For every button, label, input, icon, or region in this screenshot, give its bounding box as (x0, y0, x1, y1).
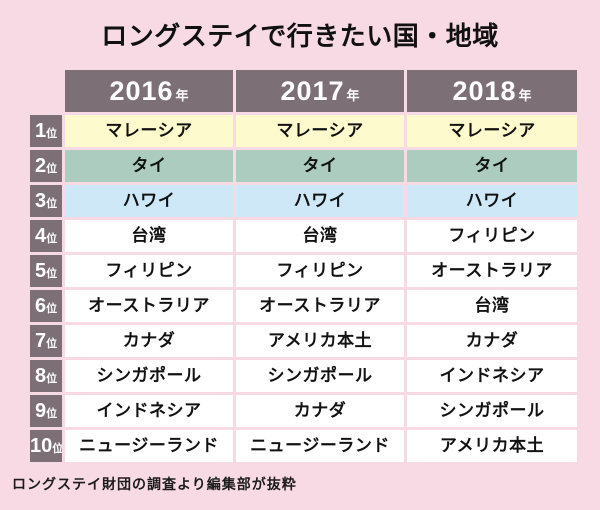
country-cell: カナダ (236, 395, 404, 427)
rank-suffix: 位 (52, 443, 62, 455)
rank-number: 8 (34, 365, 47, 387)
year-suffix: 年 (175, 88, 189, 103)
country-cell: シンガポール (407, 395, 577, 427)
year-header-2018: 2018 年 (407, 70, 577, 112)
rank-cell-2: 2位 (30, 150, 62, 182)
country-cell: タイ (407, 150, 577, 182)
rank-suffix: 位 (46, 373, 58, 385)
country-cell: ハワイ (407, 185, 577, 217)
rank-cell-10: 10位 (30, 430, 62, 462)
country-cell: タイ (65, 150, 233, 182)
country-cell: マレーシア (65, 115, 233, 147)
year-suffix: 年 (518, 88, 532, 103)
country-cell: オーストラリア (236, 290, 404, 322)
year-label: 2016 (109, 76, 174, 106)
year-suffix: 年 (346, 88, 360, 103)
rank-cell-4: 4位 (30, 220, 62, 252)
rank-number: 5 (34, 260, 47, 282)
country-cell: マレーシア (407, 115, 577, 147)
rank-suffix: 位 (46, 128, 58, 140)
rank-number: 9 (34, 400, 47, 422)
country-cell: ニュージーランド (236, 430, 404, 462)
year-label: 2018 (452, 76, 517, 106)
rank-number: 10 (30, 435, 53, 457)
year-header-2017: 2017 年 (236, 70, 404, 112)
rank-number: 3 (34, 190, 47, 212)
rank-cell-3: 3位 (30, 185, 62, 217)
country-cell: ニュージーランド (65, 430, 233, 462)
country-cell: アメリカ本土 (407, 430, 577, 462)
country-cell: カナダ (407, 325, 577, 357)
country-cell: シンガポール (236, 360, 404, 392)
source-note: ロングステイ財団の調査より編集部が抜粋 (12, 476, 297, 492)
country-cell: オーストラリア (65, 290, 233, 322)
country-cell: マレーシア (236, 115, 404, 147)
country-cell: オーストラリア (407, 255, 577, 287)
rank-cell-7: 7位 (30, 325, 62, 357)
rank-suffix: 位 (46, 198, 58, 210)
rank-suffix: 位 (46, 303, 58, 315)
rank-cell-1: 1位 (30, 115, 62, 147)
country-cell: 台湾 (236, 220, 404, 252)
rank-number: 7 (34, 330, 47, 352)
rank-suffix: 位 (46, 408, 58, 420)
country-cell: 台湾 (65, 220, 233, 252)
country-cell: アメリカ本土 (236, 325, 404, 357)
country-cell: ハワイ (65, 185, 233, 217)
country-cell: フィリピン (236, 255, 404, 287)
country-cell: カナダ (65, 325, 233, 357)
country-cell: ハワイ (236, 185, 404, 217)
rank-number: 1 (34, 120, 47, 142)
country-cell: インドネシア (407, 360, 577, 392)
ranking-table: 2016 年 2017 年 2018 年 1位 マレーシア マレーシア マレーシア 2… (30, 70, 577, 462)
rank-suffix: 位 (46, 268, 58, 280)
rank-cell-9: 9位 (30, 395, 62, 427)
rank-cell-6: 6位 (30, 290, 62, 322)
page-title: ロングステイで行きたい国・地域 (101, 21, 499, 51)
rank-number: 4 (34, 225, 47, 247)
rank-number: 6 (34, 295, 47, 317)
rank-suffix: 位 (46, 338, 58, 350)
rank-cell-5: 5位 (30, 255, 62, 287)
country-cell: フィリピン (65, 255, 233, 287)
country-cell: インドネシア (65, 395, 233, 427)
rank-suffix: 位 (46, 233, 58, 245)
year-label: 2017 (280, 76, 345, 106)
rank-suffix: 位 (46, 163, 58, 175)
year-header-2016: 2016 年 (65, 70, 233, 112)
country-cell: フィリピン (407, 220, 577, 252)
country-cell: タイ (236, 150, 404, 182)
rank-cell-8: 8位 (30, 360, 62, 392)
country-cell: 台湾 (407, 290, 577, 322)
rank-number: 2 (34, 155, 47, 177)
corner-spacer (30, 70, 62, 112)
country-cell: シンガポール (65, 360, 233, 392)
